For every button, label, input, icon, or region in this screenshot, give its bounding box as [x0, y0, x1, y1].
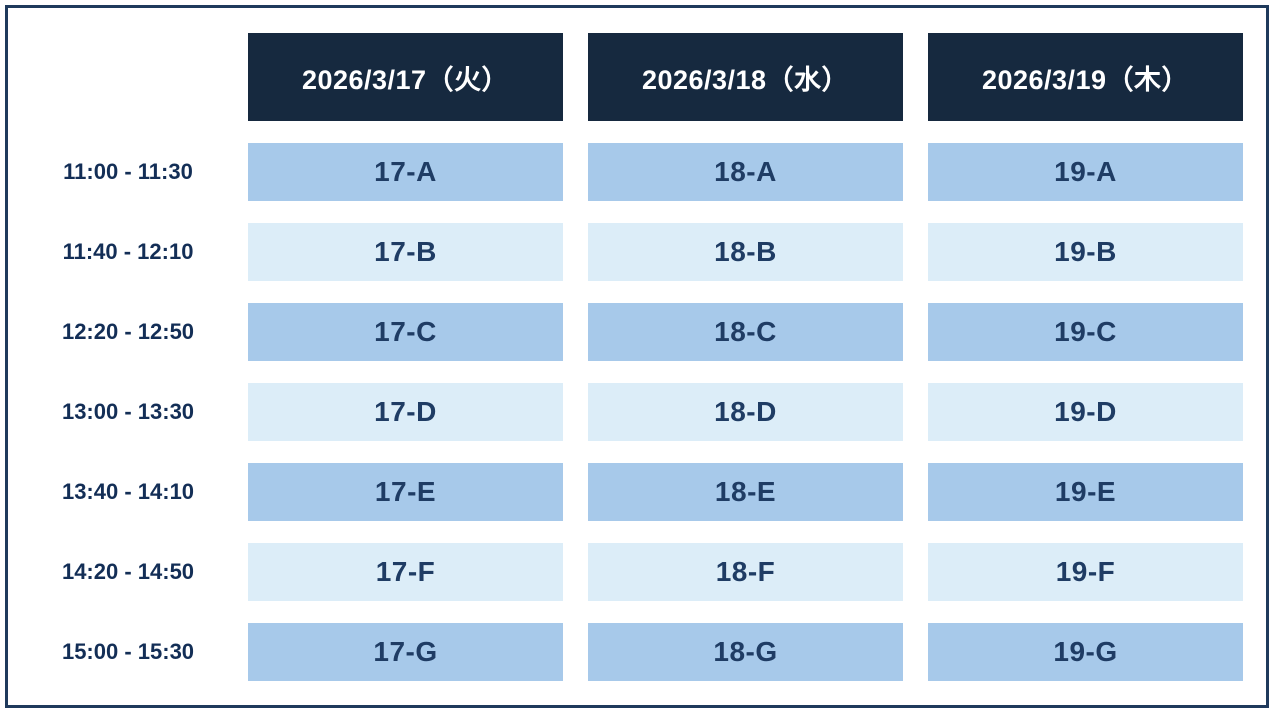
slot-19-B[interactable]: 19-B [928, 223, 1243, 281]
slot-19-E[interactable]: 19-E [928, 463, 1243, 521]
slot-19-A[interactable]: 19-A [928, 143, 1243, 201]
schedule-frame: 2026/3/17（火） 2026/3/18（水） 2026/3/19（木） 1… [5, 5, 1269, 708]
slot-17-C[interactable]: 17-C [248, 303, 563, 361]
slot-19-G[interactable]: 19-G [928, 623, 1243, 681]
date-header-day3: 2026/3/19（木） [928, 33, 1243, 121]
slot-17-F[interactable]: 17-F [248, 543, 563, 601]
corner-spacer [33, 33, 223, 121]
slot-18-D[interactable]: 18-D [588, 383, 903, 441]
date-header-day2: 2026/3/18（水） [588, 33, 903, 121]
date-header-day1: 2026/3/17（火） [248, 33, 563, 121]
slot-17-B[interactable]: 17-B [248, 223, 563, 281]
slot-17-E[interactable]: 17-E [248, 463, 563, 521]
slot-18-B[interactable]: 18-B [588, 223, 903, 281]
time-label-row3: 12:20 - 12:50 [61, 319, 195, 344]
slot-17-A[interactable]: 17-A [248, 143, 563, 201]
slot-17-D[interactable]: 17-D [248, 383, 563, 441]
slot-18-F[interactable]: 18-F [588, 543, 903, 601]
slot-19-D[interactable]: 19-D [928, 383, 1243, 441]
time-label-row2: 11:40 - 12:10 [62, 239, 194, 264]
slot-18-A[interactable]: 18-A [588, 143, 903, 201]
slot-18-C[interactable]: 18-C [588, 303, 903, 361]
slot-19-F[interactable]: 19-F [928, 543, 1243, 601]
time-label-row7: 15:00 - 15:30 [61, 639, 195, 664]
schedule-grid: 2026/3/17（火） 2026/3/18（水） 2026/3/19（木） 1… [33, 33, 1244, 681]
time-label-row6: 14:20 - 14:50 [61, 559, 195, 584]
time-label-row1: 11:00 - 11:30 [63, 159, 193, 184]
time-label-row4: 13:00 - 13:30 [61, 399, 195, 424]
slot-18-E[interactable]: 18-E [588, 463, 903, 521]
slot-18-G[interactable]: 18-G [588, 623, 903, 681]
slot-17-G[interactable]: 17-G [248, 623, 563, 681]
slot-19-C[interactable]: 19-C [928, 303, 1243, 361]
time-label-row5: 13:40 - 14:10 [61, 479, 195, 504]
